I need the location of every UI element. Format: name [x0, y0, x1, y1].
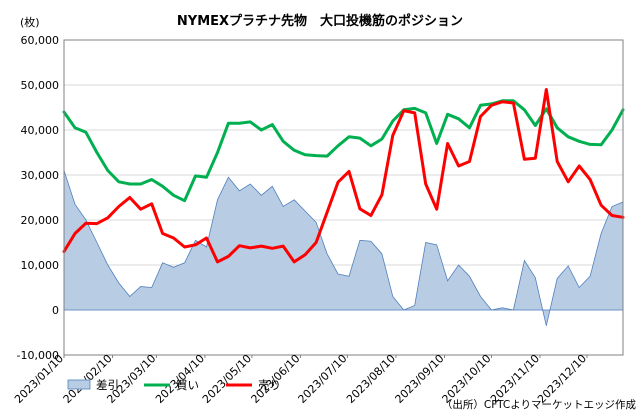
- x-tick-label: 2023/12/10: [535, 352, 589, 406]
- x-tick-label: 2023/08/10: [344, 352, 398, 406]
- y-axis: -10,000 0 10,000 20,000 30,000 40,000 50,000 60…: [17, 34, 59, 362]
- chart-title: NYMEXプラチナ先物 大口投機筋のポジション: [177, 13, 463, 29]
- plot-border: [63, 39, 624, 356]
- legend-diff-swatch: [67, 379, 91, 390]
- y-tick-label: 40,000: [21, 124, 60, 137]
- y-tick-label: 30,000: [21, 169, 60, 182]
- legend: 差引 買い 売り: [67, 378, 281, 392]
- y-tick-label: 20,000: [21, 214, 60, 227]
- y-unit-label: (枚): [20, 15, 40, 29]
- x-tick-label: 2023/07/10: [296, 352, 350, 406]
- legend-item-short: 売り: [226, 378, 281, 392]
- series-diff-area: [63, 170, 624, 326]
- legend-diff-label: 差引: [96, 378, 119, 392]
- series-long-line: [62, 99, 625, 203]
- y-tick-label: 60,000: [21, 34, 60, 47]
- area-series-layer: [63, 170, 624, 326]
- y-tick-label: 50,000: [21, 79, 60, 92]
- line-series-layer: [62, 88, 625, 264]
- legend-item-diff: 差引: [67, 378, 119, 392]
- legend-short-label: 売り: [258, 378, 281, 392]
- x-tick-label: 2023/11/10: [488, 352, 542, 406]
- legend-long-label: 買い: [176, 378, 199, 392]
- y-tick-label: -10,000: [17, 349, 59, 362]
- source-note: （出所）CFTCよりマーケットエッジ作成: [442, 398, 637, 411]
- x-tick-label: 2023/09/10: [393, 352, 447, 406]
- y-tick-label: 10,000: [21, 259, 60, 272]
- legend-item-long: 買い: [144, 378, 199, 392]
- y-tick-label: 0: [52, 304, 59, 317]
- series-short-line: [62, 88, 625, 264]
- x-tick-label: 2023/05/10: [200, 352, 254, 406]
- x-tick-label: 2023/10/10: [440, 352, 494, 406]
